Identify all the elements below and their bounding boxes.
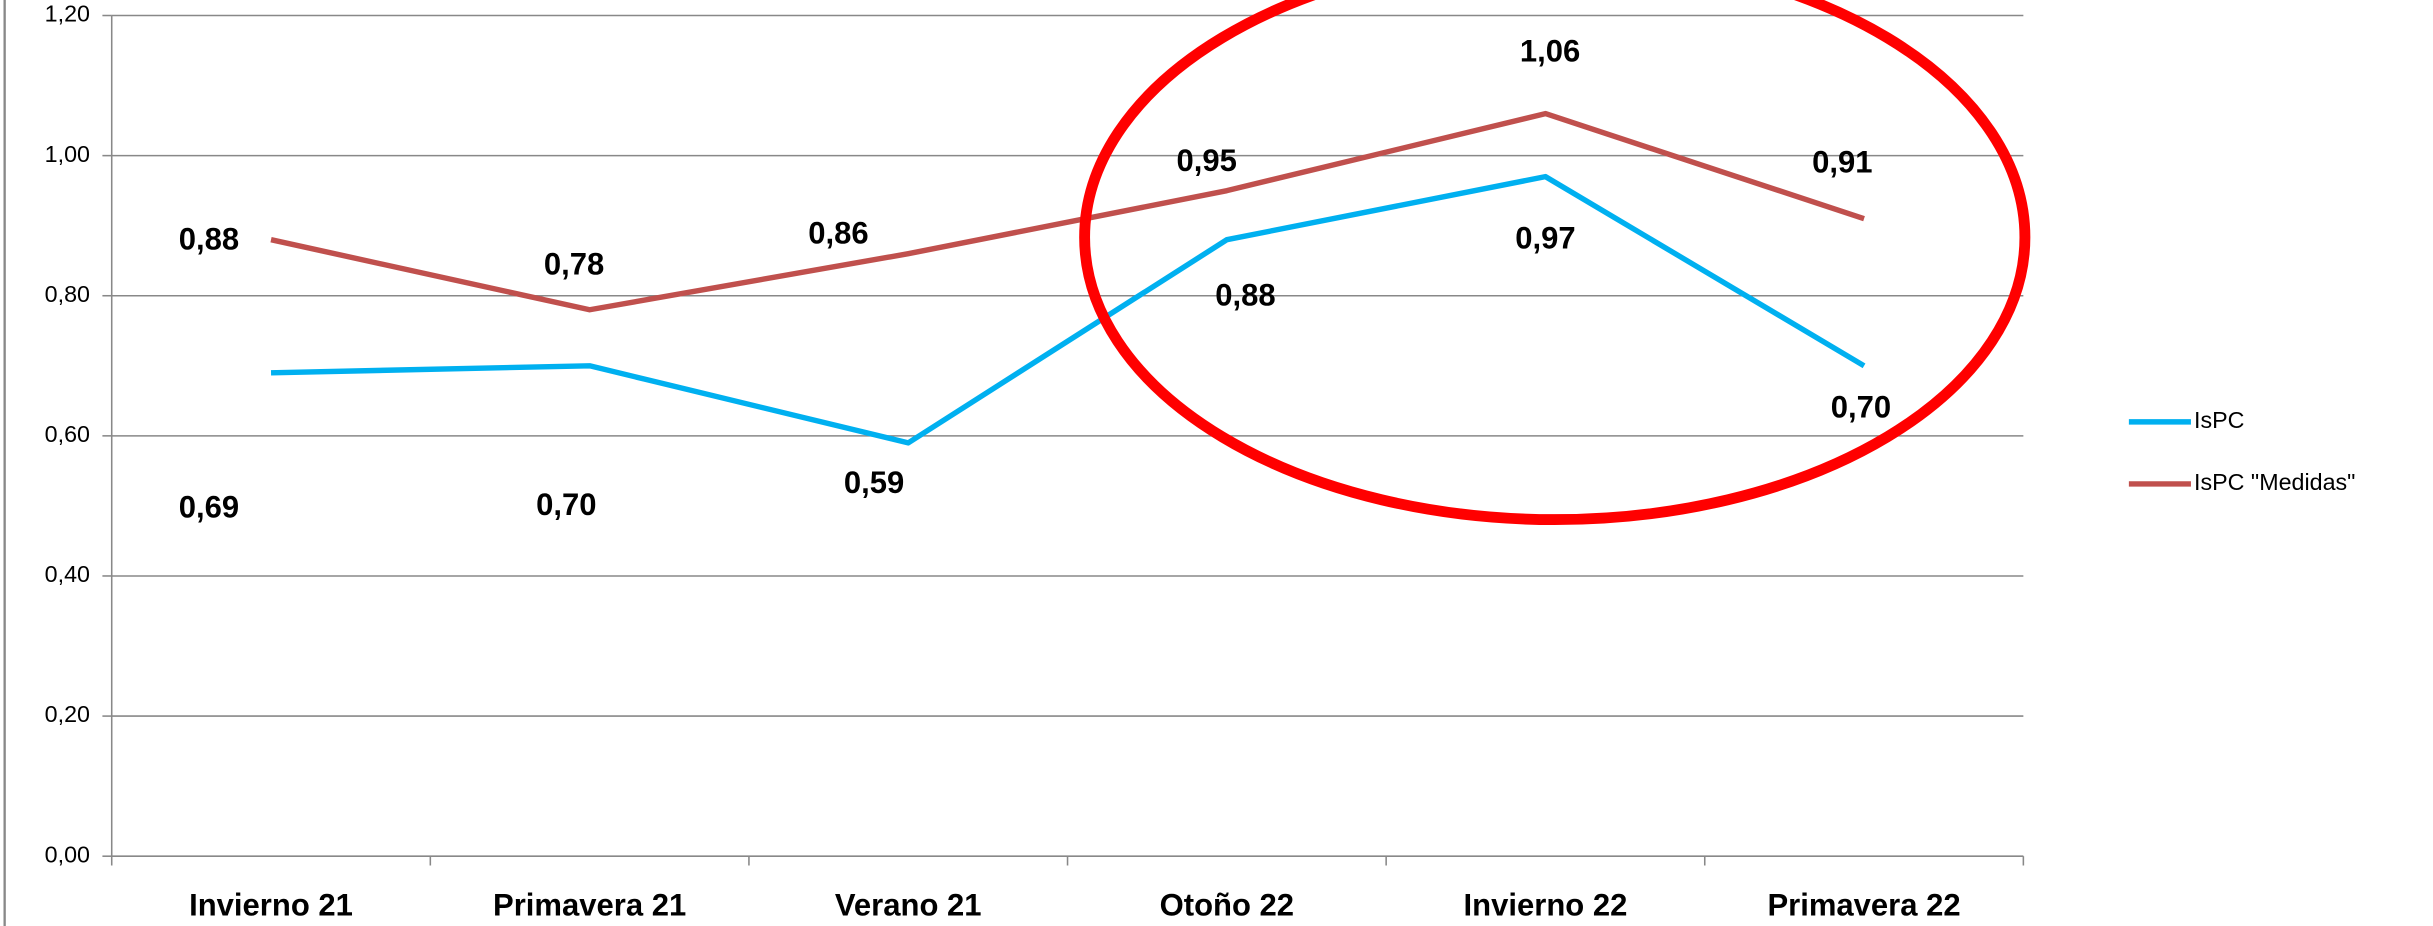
data-label: 0,88 xyxy=(1215,277,1275,312)
x-tick-label: Invierno 22 xyxy=(1464,888,1628,923)
data-label: 0,86 xyxy=(808,215,868,250)
x-tick-label: Invierno 21 xyxy=(189,888,353,923)
data-label: 0,78 xyxy=(544,247,604,282)
data-label: 0,91 xyxy=(1812,145,1872,180)
series-line xyxy=(270,173,1866,446)
data-label: 0,97 xyxy=(1515,220,1575,255)
y-tick-label: 0,20 xyxy=(45,701,90,727)
y-tick-label: 0,80 xyxy=(45,281,90,307)
x-tick-label: Primavera 21 xyxy=(493,888,686,923)
data-label: 0,69 xyxy=(179,489,239,524)
data-label: 0,95 xyxy=(1176,143,1236,178)
legend-label: IsPC "Medidas" xyxy=(2194,469,2355,495)
x-tick-label: Otoño 22 xyxy=(1160,888,1294,923)
data-label: 1,06 xyxy=(1520,33,1580,68)
data-label: 0,59 xyxy=(844,465,904,500)
x-tick-label: Primavera 22 xyxy=(1767,888,1960,923)
y-tick-label: 0,60 xyxy=(45,421,90,447)
data-label: 0,70 xyxy=(1831,389,1891,424)
legend-label: IsPC xyxy=(2194,407,2244,433)
y-tick-label: 1,00 xyxy=(45,141,90,167)
plot-area: 0,00 0,20 0,40 0,60 0,80 1,00 1,20 Invierno 21 P… xyxy=(45,1,2356,923)
y-tick-label: 1,20 xyxy=(45,1,90,27)
series-line xyxy=(270,110,1865,313)
data-label: 0,70 xyxy=(536,487,596,522)
y-tick-label: 0,00 xyxy=(45,841,90,867)
y-tick-label: 0,40 xyxy=(45,561,90,587)
data-label: 0,88 xyxy=(179,221,239,256)
x-tick-label: Verano 21 xyxy=(835,888,982,923)
highlight-ellipse xyxy=(1079,0,2031,525)
